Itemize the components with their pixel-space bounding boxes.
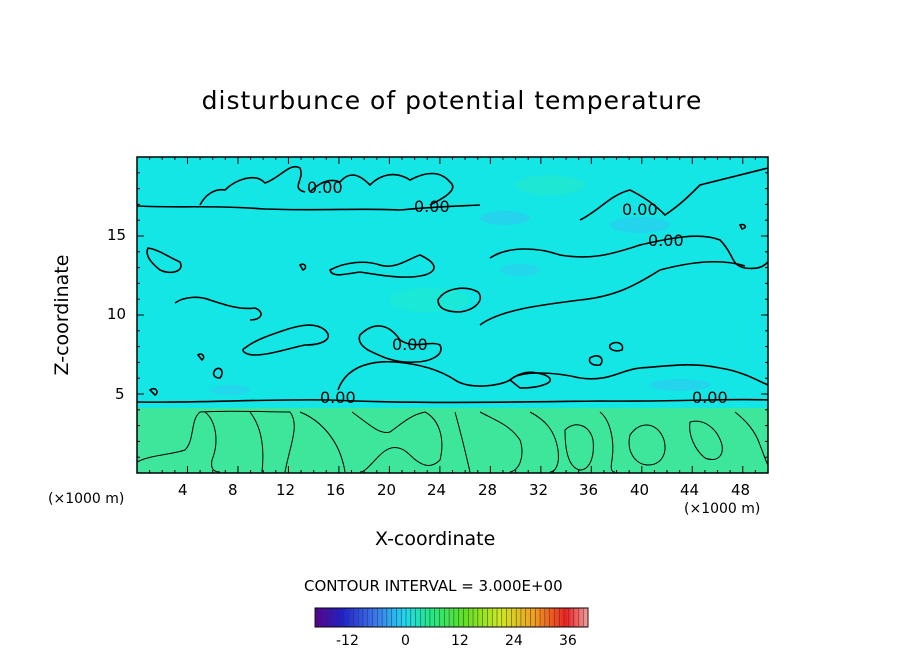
y-tick-label: 5 — [115, 385, 125, 403]
contour-line — [309, 172, 454, 206]
x-tick-label: 12 — [276, 481, 296, 499]
contour-line — [564, 424, 594, 471]
x-tick-marks — [136, 157, 769, 473]
contour-line — [579, 167, 769, 221]
contour-label: 0.00 — [414, 197, 450, 216]
contour-line — [508, 371, 552, 389]
contour-line — [136, 398, 769, 404]
colorbar-tick-label: 0 — [401, 633, 410, 649]
colorbar-tick-label: -12 — [336, 633, 359, 649]
contour-line — [454, 411, 471, 473]
y-axis-unit: (×1000 m) — [48, 491, 125, 507]
colorbar-ticks — [314, 608, 589, 627]
contour-line — [351, 411, 443, 473]
contour-line — [249, 411, 264, 473]
contour-line — [174, 296, 262, 321]
contour-label: 0.00 — [392, 335, 428, 354]
contour-line — [242, 324, 329, 356]
contour-line — [489, 235, 769, 270]
x-tick-label: 44 — [680, 481, 700, 499]
contour-label: 0.00 — [692, 388, 728, 407]
x-axis-unit: (×1000 m) — [684, 501, 761, 517]
contour-label: 0.00 — [622, 200, 658, 219]
contour-line — [299, 411, 346, 473]
x-tick-label: 48 — [731, 481, 751, 499]
contour-line — [734, 411, 769, 466]
contour-line — [136, 204, 481, 211]
contour-line — [329, 254, 435, 278]
x-tick-label: 28 — [478, 481, 498, 499]
x-tick-label: 20 — [377, 481, 397, 499]
contour-line — [479, 260, 746, 326]
contour-line — [212, 367, 223, 379]
contour-lines — [136, 165, 769, 473]
colorbar-tick-label: 24 — [505, 633, 523, 649]
boundary-layer-region — [137, 408, 768, 473]
contour-line — [628, 424, 666, 466]
contour-line — [337, 360, 769, 391]
field-regions — [137, 157, 768, 473]
colorbar — [314, 607, 589, 628]
contour-line — [136, 410, 295, 473]
colorbar-tick-label: 36 — [559, 633, 577, 649]
contour-line — [529, 411, 559, 473]
contour-label: 0.00 — [307, 178, 343, 197]
colorbar-tick-label: 12 — [451, 633, 469, 649]
contour-line — [479, 411, 523, 473]
contour-label-group: 0.00 0.00 0.00 0.00 0.00 0.00 0.00 — [307, 178, 728, 407]
x-tick-label: 16 — [326, 481, 346, 499]
contour-line — [146, 247, 182, 274]
contour-line — [689, 420, 723, 460]
x-tick-label: 24 — [427, 481, 447, 499]
x-tick-label: 40 — [630, 481, 650, 499]
contour-line — [358, 325, 442, 364]
contour-line — [148, 387, 158, 397]
contour-label: 0.00 — [648, 231, 684, 250]
x-tick-label: 4 — [178, 481, 188, 499]
contour-line — [738, 223, 747, 230]
contour-line — [608, 341, 624, 352]
contour-interval-text: CONTOUR INTERVAL = 3.000E+00 — [304, 577, 563, 595]
x-tick-label: 8 — [228, 481, 238, 499]
x-axis-label: X-coordinate — [375, 528, 496, 550]
contour-label: 0.00 — [320, 388, 356, 407]
x-tick-label: 32 — [529, 481, 549, 499]
contour-line — [599, 411, 616, 473]
contour-line — [588, 355, 603, 366]
contour-line — [204, 411, 221, 473]
y-tick-label: 15 — [107, 226, 127, 244]
contour-line — [298, 263, 307, 271]
x-tick-label: 36 — [579, 481, 599, 499]
y-tick-marks — [137, 156, 768, 474]
y-axis-label: Z-coordinate — [51, 254, 73, 376]
free-atmosphere-region — [137, 157, 768, 408]
y-tick-label: 10 — [107, 305, 127, 323]
contour-line — [437, 287, 482, 313]
contour-line — [199, 165, 306, 206]
chart-title: disturbunce of potential temperature — [201, 86, 703, 115]
contour-line — [196, 353, 205, 362]
